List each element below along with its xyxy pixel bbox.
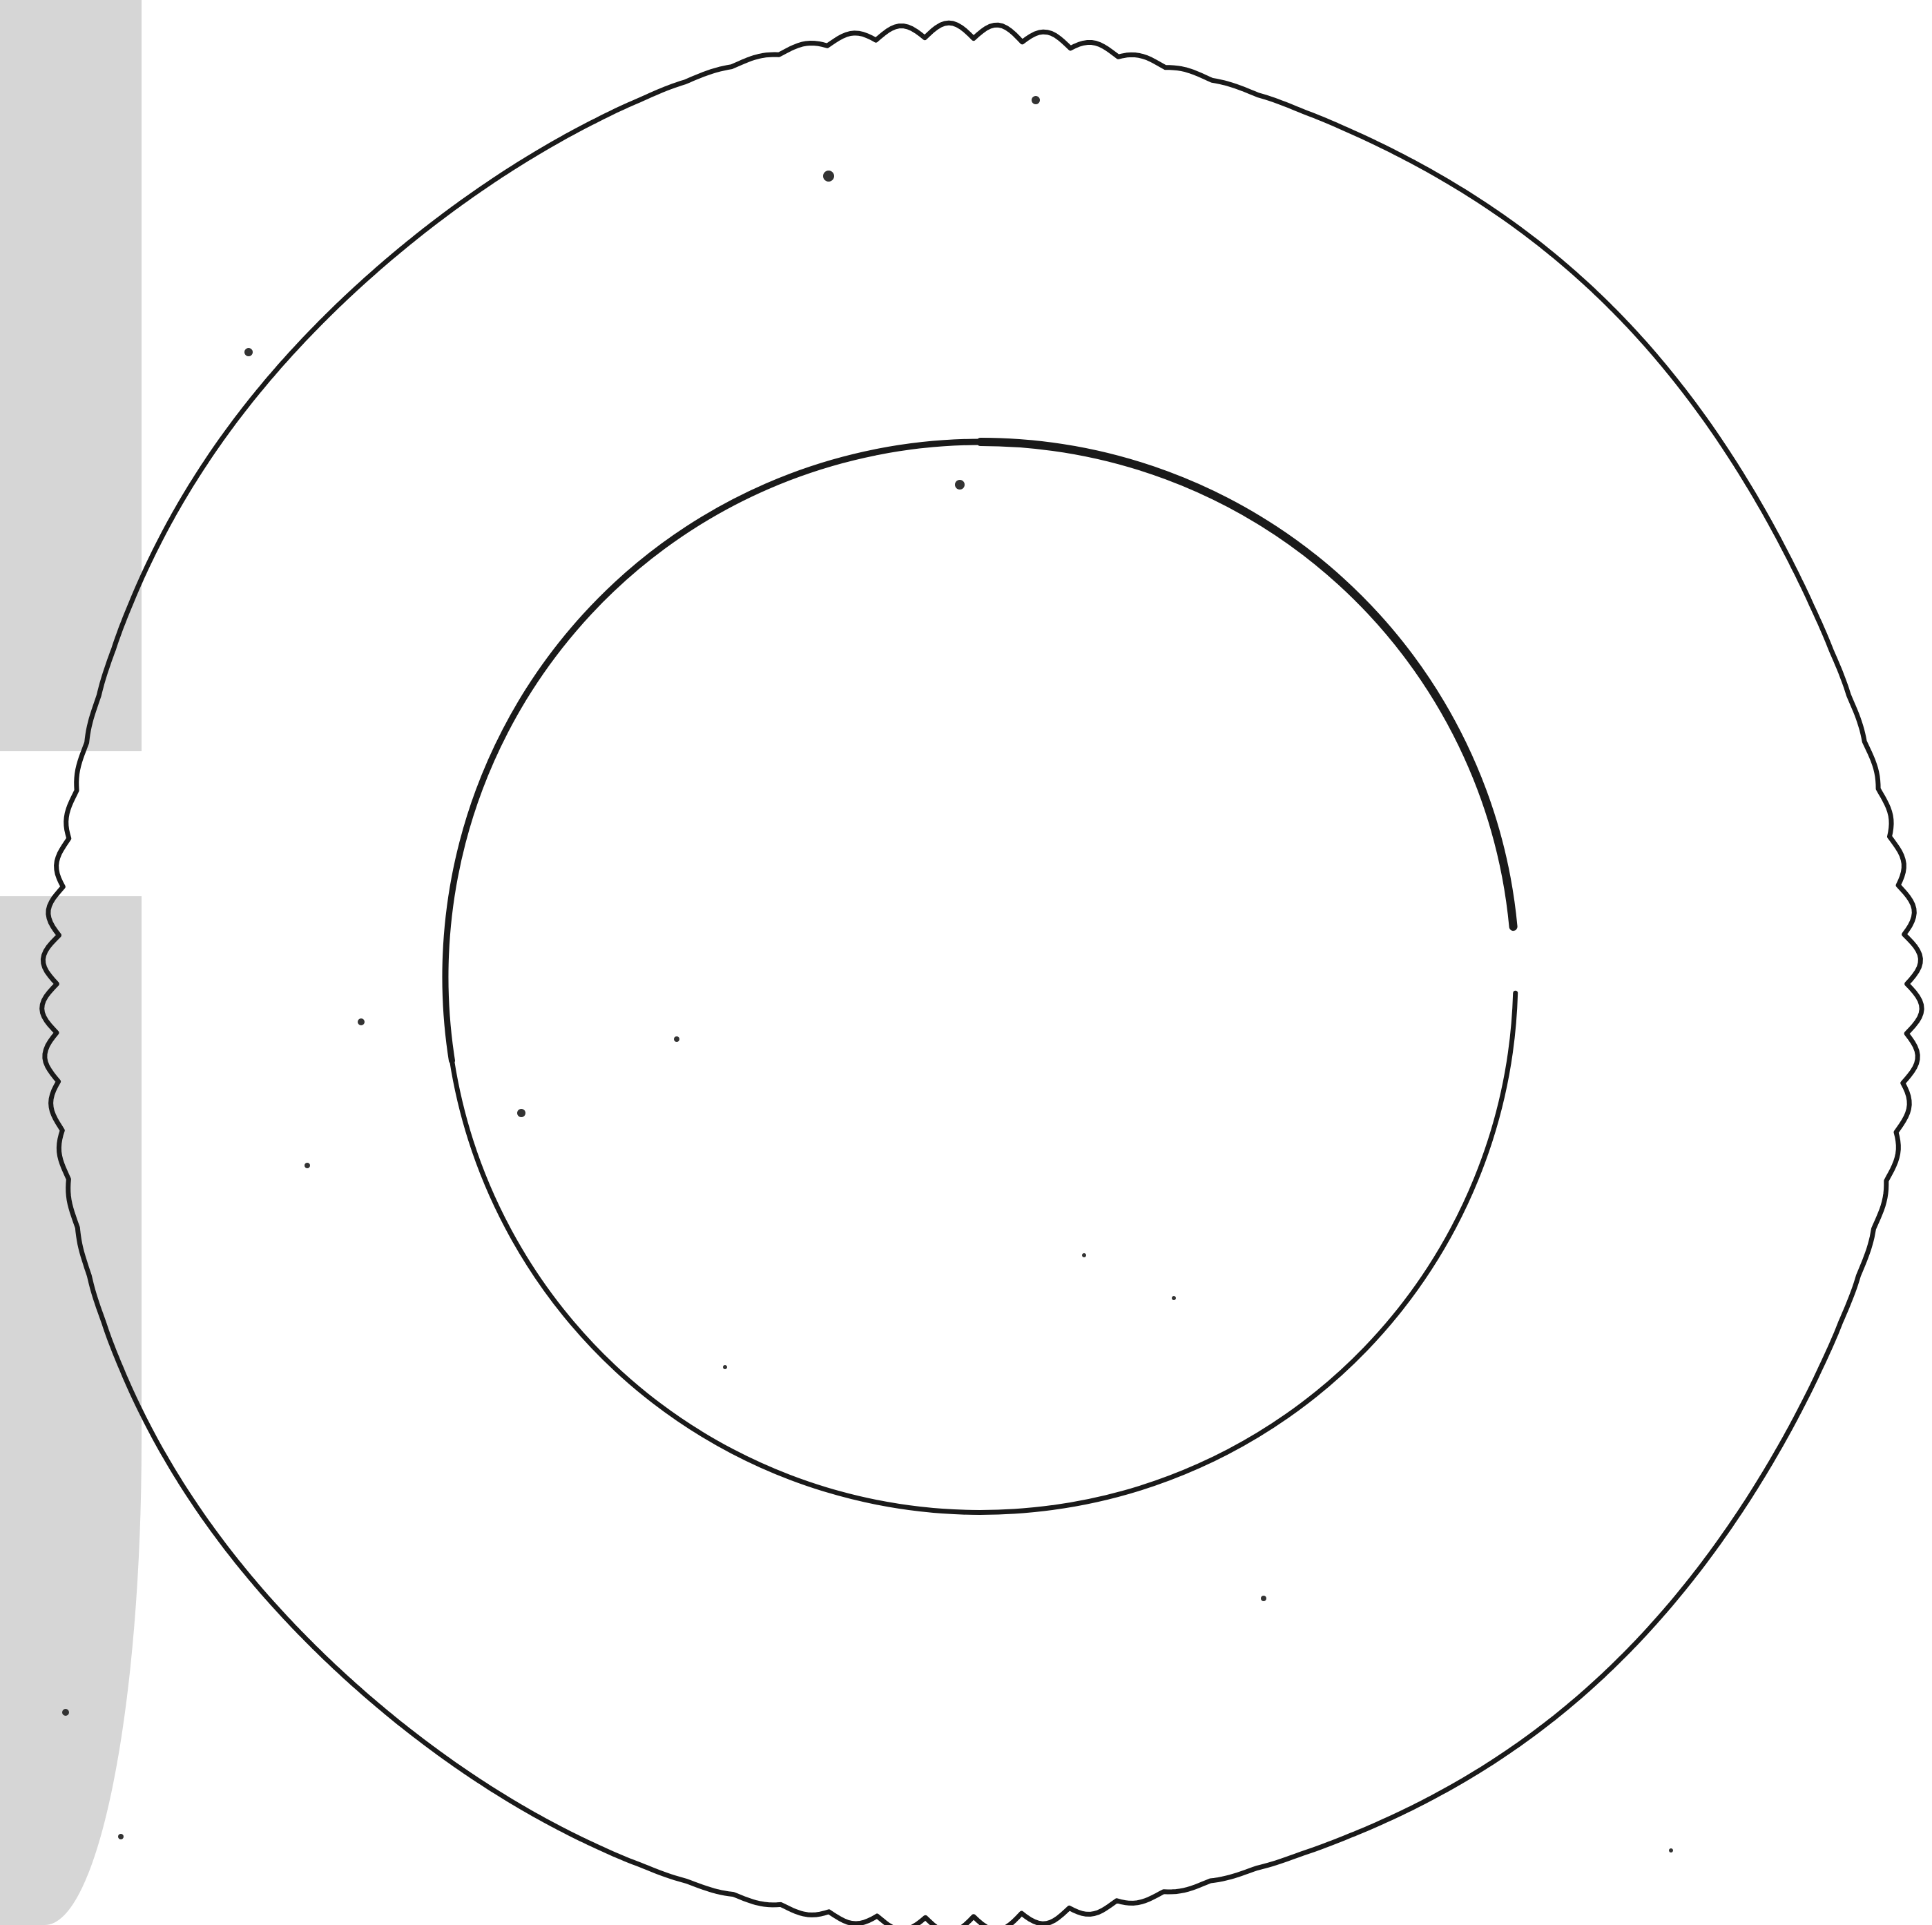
inner-arc-upper-right <box>976 438 1518 931</box>
outer-scalloped-ring <box>39 20 1924 1925</box>
speck <box>62 1709 69 1716</box>
speck <box>1261 1596 1266 1601</box>
scan-margin-lower <box>0 896 142 1925</box>
speck <box>244 348 253 356</box>
speck <box>118 1834 124 1839</box>
speck <box>723 1365 727 1369</box>
inner-arc-lower <box>450 990 1518 1515</box>
speck <box>305 1163 310 1168</box>
inner-circle <box>442 438 1518 1515</box>
speck <box>1082 1253 1086 1257</box>
speck <box>1172 1296 1176 1300</box>
scan-margin-upper <box>0 0 142 751</box>
speck <box>955 480 965 490</box>
speck <box>674 1036 679 1042</box>
outer-ring-path <box>39 20 1924 1925</box>
speck <box>1032 96 1040 104</box>
speck <box>823 171 834 182</box>
speck <box>517 1109 525 1117</box>
speck <box>1669 1848 1673 1853</box>
inner-arc-left <box>442 438 984 1064</box>
scan-specks <box>62 96 1673 1853</box>
speck <box>358 1018 365 1025</box>
